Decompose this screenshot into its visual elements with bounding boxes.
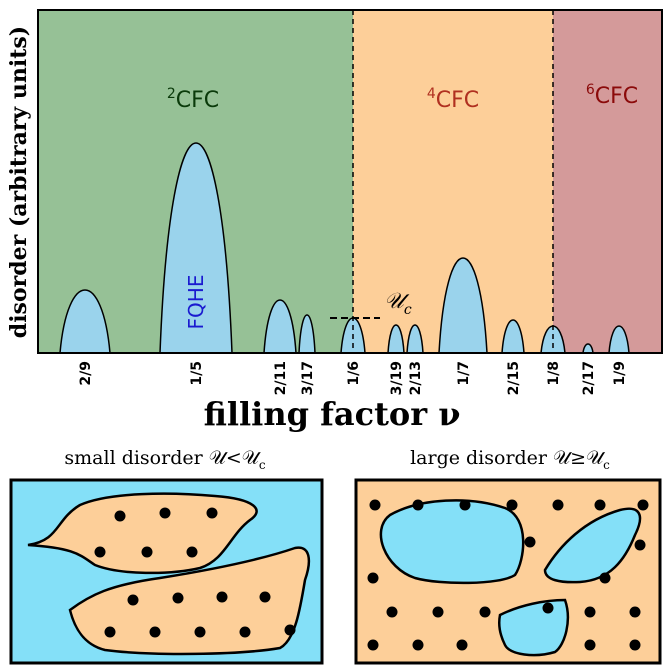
particle — [432, 606, 444, 618]
particle — [114, 510, 126, 522]
x-tick-label: 1/9 — [612, 361, 628, 386]
x-tick-label: 2/9 — [78, 361, 94, 386]
dome — [608, 325, 630, 354]
dome — [263, 299, 297, 354]
particle — [542, 602, 554, 614]
particle — [239, 626, 251, 638]
region-label: 4CFC — [427, 86, 479, 113]
x-tick-label: 3/17 — [300, 361, 316, 395]
x-tick-label: 1/8 — [546, 361, 562, 386]
x-axis-label: filling factor ν — [204, 395, 461, 433]
particle — [584, 639, 596, 651]
particle — [634, 539, 646, 551]
x-tick-label: 1/6 — [346, 361, 362, 386]
x-tick-label: 2/17 — [581, 361, 597, 395]
particle — [259, 591, 271, 603]
particle — [94, 546, 106, 558]
dome — [501, 319, 525, 354]
particle — [599, 572, 611, 584]
particle — [369, 499, 381, 511]
particle — [524, 536, 536, 548]
particle — [206, 507, 218, 519]
particle — [367, 639, 379, 651]
blob — [543, 507, 642, 584]
dome — [406, 324, 424, 354]
dome — [387, 324, 405, 354]
particle — [456, 639, 468, 651]
particle — [412, 639, 424, 651]
particle — [506, 499, 518, 511]
x-tick-label: 1/7 — [456, 361, 472, 386]
particle — [172, 592, 184, 604]
particle — [104, 626, 116, 638]
particle — [216, 591, 228, 603]
particle — [584, 606, 596, 618]
particle — [127, 594, 139, 606]
particle — [386, 606, 398, 618]
particle — [149, 626, 161, 638]
panel-title: large disorder 𝒰≥𝒰c — [410, 447, 610, 472]
particle — [159, 507, 171, 519]
particle — [367, 572, 379, 584]
x-tick-label: 2/15 — [506, 361, 522, 395]
particle — [186, 546, 198, 558]
particle — [637, 499, 649, 511]
dome — [159, 142, 233, 354]
region-6cfc — [553, 10, 663, 353]
particle — [479, 606, 491, 618]
particle — [629, 606, 641, 618]
dome — [438, 257, 488, 354]
blob — [379, 499, 525, 585]
x-tick-label: 2/11 — [273, 361, 289, 395]
particle — [284, 624, 296, 636]
plot-frame — [37, 9, 663, 354]
particle — [459, 499, 471, 511]
particle — [194, 626, 206, 638]
blob — [27, 492, 258, 575]
particle — [412, 499, 424, 511]
dome — [540, 325, 566, 354]
particle — [141, 546, 153, 558]
x-tick-label: 1/5 — [189, 361, 205, 386]
x-tick-label: 2/13 — [408, 361, 424, 395]
y-axis-label: disorder (arbitrary units) — [6, 26, 32, 338]
panel-title: small disorder 𝒰<𝒰c — [64, 447, 265, 472]
region-label: 6CFC — [586, 82, 638, 109]
region-label: 2CFC — [167, 86, 219, 113]
blob — [68, 546, 311, 656]
fqhe-label: FQHE — [184, 275, 208, 330]
particle — [594, 499, 606, 511]
x-tick-label: 3/19 — [389, 361, 405, 395]
dome — [59, 289, 111, 354]
dome — [298, 314, 316, 354]
dome — [582, 343, 594, 354]
particle — [629, 639, 641, 651]
particle — [552, 499, 564, 511]
blob — [497, 598, 570, 657]
